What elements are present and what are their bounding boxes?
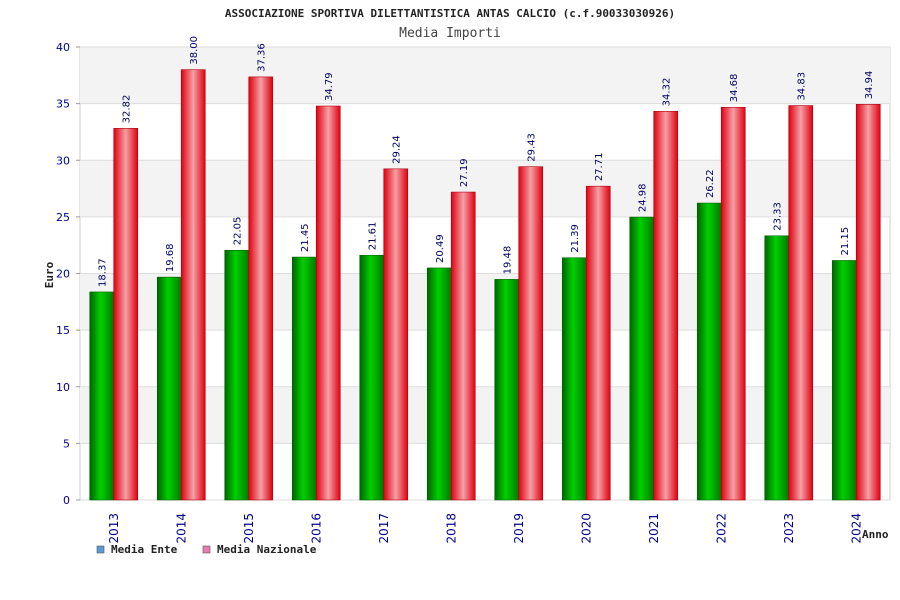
x-tick-label-2022: 2022 <box>714 513 728 544</box>
bar-media-ente-2015 <box>224 249 250 501</box>
bar-media-nazionale-2015 <box>248 76 274 501</box>
bar-media-ente-2019 <box>494 279 520 501</box>
bar-media-nazionale-2013 <box>113 128 139 501</box>
value-label-media-nazionale-2018: 27.19 <box>459 158 470 187</box>
bar-media-ente-2017 <box>359 254 385 501</box>
x-axis-label: Anno <box>862 528 889 541</box>
bar-media-ente-2014 <box>156 276 182 501</box>
bar-media-nazionale-2021 <box>653 111 679 501</box>
y-tick-label: 40 <box>56 41 70 54</box>
value-label-media-nazionale-2015: 37.36 <box>257 43 268 72</box>
x-tick-label-2017: 2017 <box>377 513 391 544</box>
bar-media-nazionale-2017 <box>383 168 409 501</box>
plot-band <box>80 47 890 104</box>
bar-media-nazionale-2016 <box>315 105 341 501</box>
value-label-media-ente-2021: 24.98 <box>638 183 649 212</box>
plot-band <box>80 273 890 331</box>
value-label-media-ente-2014: 19.68 <box>165 243 176 272</box>
bar-media-ente-2024 <box>831 260 857 501</box>
value-label-media-nazionale-2024: 34.94 <box>864 71 875 100</box>
bar-media-ente-2020 <box>561 257 587 501</box>
value-label-media-nazionale-2013: 32.82 <box>122 95 133 124</box>
value-label-media-ente-2018: 20.49 <box>435 234 446 263</box>
chart-title: ASSOCIAZIONE SPORTIVA DILETTANTISTICA AN… <box>225 7 675 20</box>
bar-media-nazionale-2023 <box>788 105 814 501</box>
x-tick-label-2023: 2023 <box>782 513 796 544</box>
chart-subtitle: Media Importi <box>399 26 501 41</box>
value-label-media-ente-2022: 26.22 <box>705 169 716 198</box>
bar-media-nazionale-2018 <box>450 191 476 501</box>
bar-media-ente-2018 <box>426 267 452 501</box>
x-tick-label-2015: 2015 <box>242 513 256 544</box>
value-label-media-nazionale-2017: 29.24 <box>392 135 403 164</box>
bars <box>89 69 881 501</box>
value-label-media-ente-2015: 22.05 <box>233 217 244 246</box>
y-tick-label: 5 <box>63 437 70 450</box>
plot-band <box>80 160 890 217</box>
bar-media-ente-2013 <box>89 291 115 501</box>
value-label-media-nazionale-2016: 34.79 <box>324 72 335 101</box>
y-tick-label: 35 <box>56 98 70 111</box>
value-label-media-nazionale-2020: 27.71 <box>594 153 605 182</box>
legend-label-media-nazionale: Media Nazionale <box>217 543 317 556</box>
x-axis-ticks: 2013 2014 2015 2016 2017 2018 2019 2020 2021 2022… <box>107 513 864 544</box>
value-label-media-ente-2016: 21.45 <box>300 223 311 252</box>
x-tick-label-2021: 2021 <box>647 513 661 544</box>
bar-media-nazionale-2022 <box>720 106 746 501</box>
bar-media-ente-2021 <box>629 216 655 501</box>
x-tick-label-2013: 2013 <box>107 513 121 544</box>
bar-media-ente-2016 <box>291 256 317 501</box>
value-label-media-nazionale-2014: 38.00 <box>189 36 200 65</box>
value-label-media-ente-2023: 23.33 <box>773 202 784 231</box>
value-label-media-nazionale-2019: 29.43 <box>527 133 538 162</box>
y-tick-label: 0 <box>63 494 70 507</box>
bar-media-nazionale-2014 <box>180 69 206 501</box>
value-labels: 18.37 32.82 19.68 38.00 22.05 37.36 21.45 34.79… <box>98 36 876 287</box>
value-label-media-nazionale-2023: 34.83 <box>797 72 808 101</box>
legend-swatch-media-ente <box>96 545 105 554</box>
y-axis-label: Euro <box>43 261 56 288</box>
legend-swatch-media-nazionale <box>202 545 211 554</box>
plot-band <box>80 386 890 444</box>
grid-lines <box>80 46 890 501</box>
value-label-media-ente-2019: 19.48 <box>503 246 514 275</box>
bar-media-ente-2022 <box>696 202 722 501</box>
y-tick-label: 30 <box>56 154 70 167</box>
x-tick-label-2014: 2014 <box>174 513 188 544</box>
y-tick-label: 25 <box>56 211 70 224</box>
value-label-media-nazionale-2022: 34.68 <box>729 74 740 103</box>
bar-media-ente-2023 <box>764 235 790 501</box>
x-tick-label-2024: 2024 <box>849 513 863 544</box>
bar-media-nazionale-2024 <box>855 104 881 501</box>
x-tick-label-2019: 2019 <box>512 513 526 544</box>
bar-media-nazionale-2020 <box>585 185 611 501</box>
x-tick-label-2016: 2016 <box>309 513 323 544</box>
x-tick-label-2018: 2018 <box>444 513 458 544</box>
x-tick-label-2020: 2020 <box>579 513 593 544</box>
y-tick-label: 15 <box>56 324 70 337</box>
value-label-media-ente-2024: 21.15 <box>840 227 851 256</box>
value-label-media-nazionale-2021: 34.32 <box>662 78 673 107</box>
legend-label-media-ente: Media Ente <box>111 543 178 556</box>
y-tick-label: 20 <box>56 268 70 281</box>
value-label-media-ente-2013: 18.37 <box>98 258 109 287</box>
bar-media-nazionale-2019 <box>518 166 544 501</box>
value-label-media-ente-2020: 21.39 <box>570 224 581 253</box>
y-axis-ticks: 0 5 10 15 20 25 30 35 40 <box>56 41 80 507</box>
value-label-media-ente-2017: 21.61 <box>368 222 379 251</box>
legend: Media Ente Media Nazionale <box>96 543 317 556</box>
y-tick-label: 10 <box>56 381 70 394</box>
